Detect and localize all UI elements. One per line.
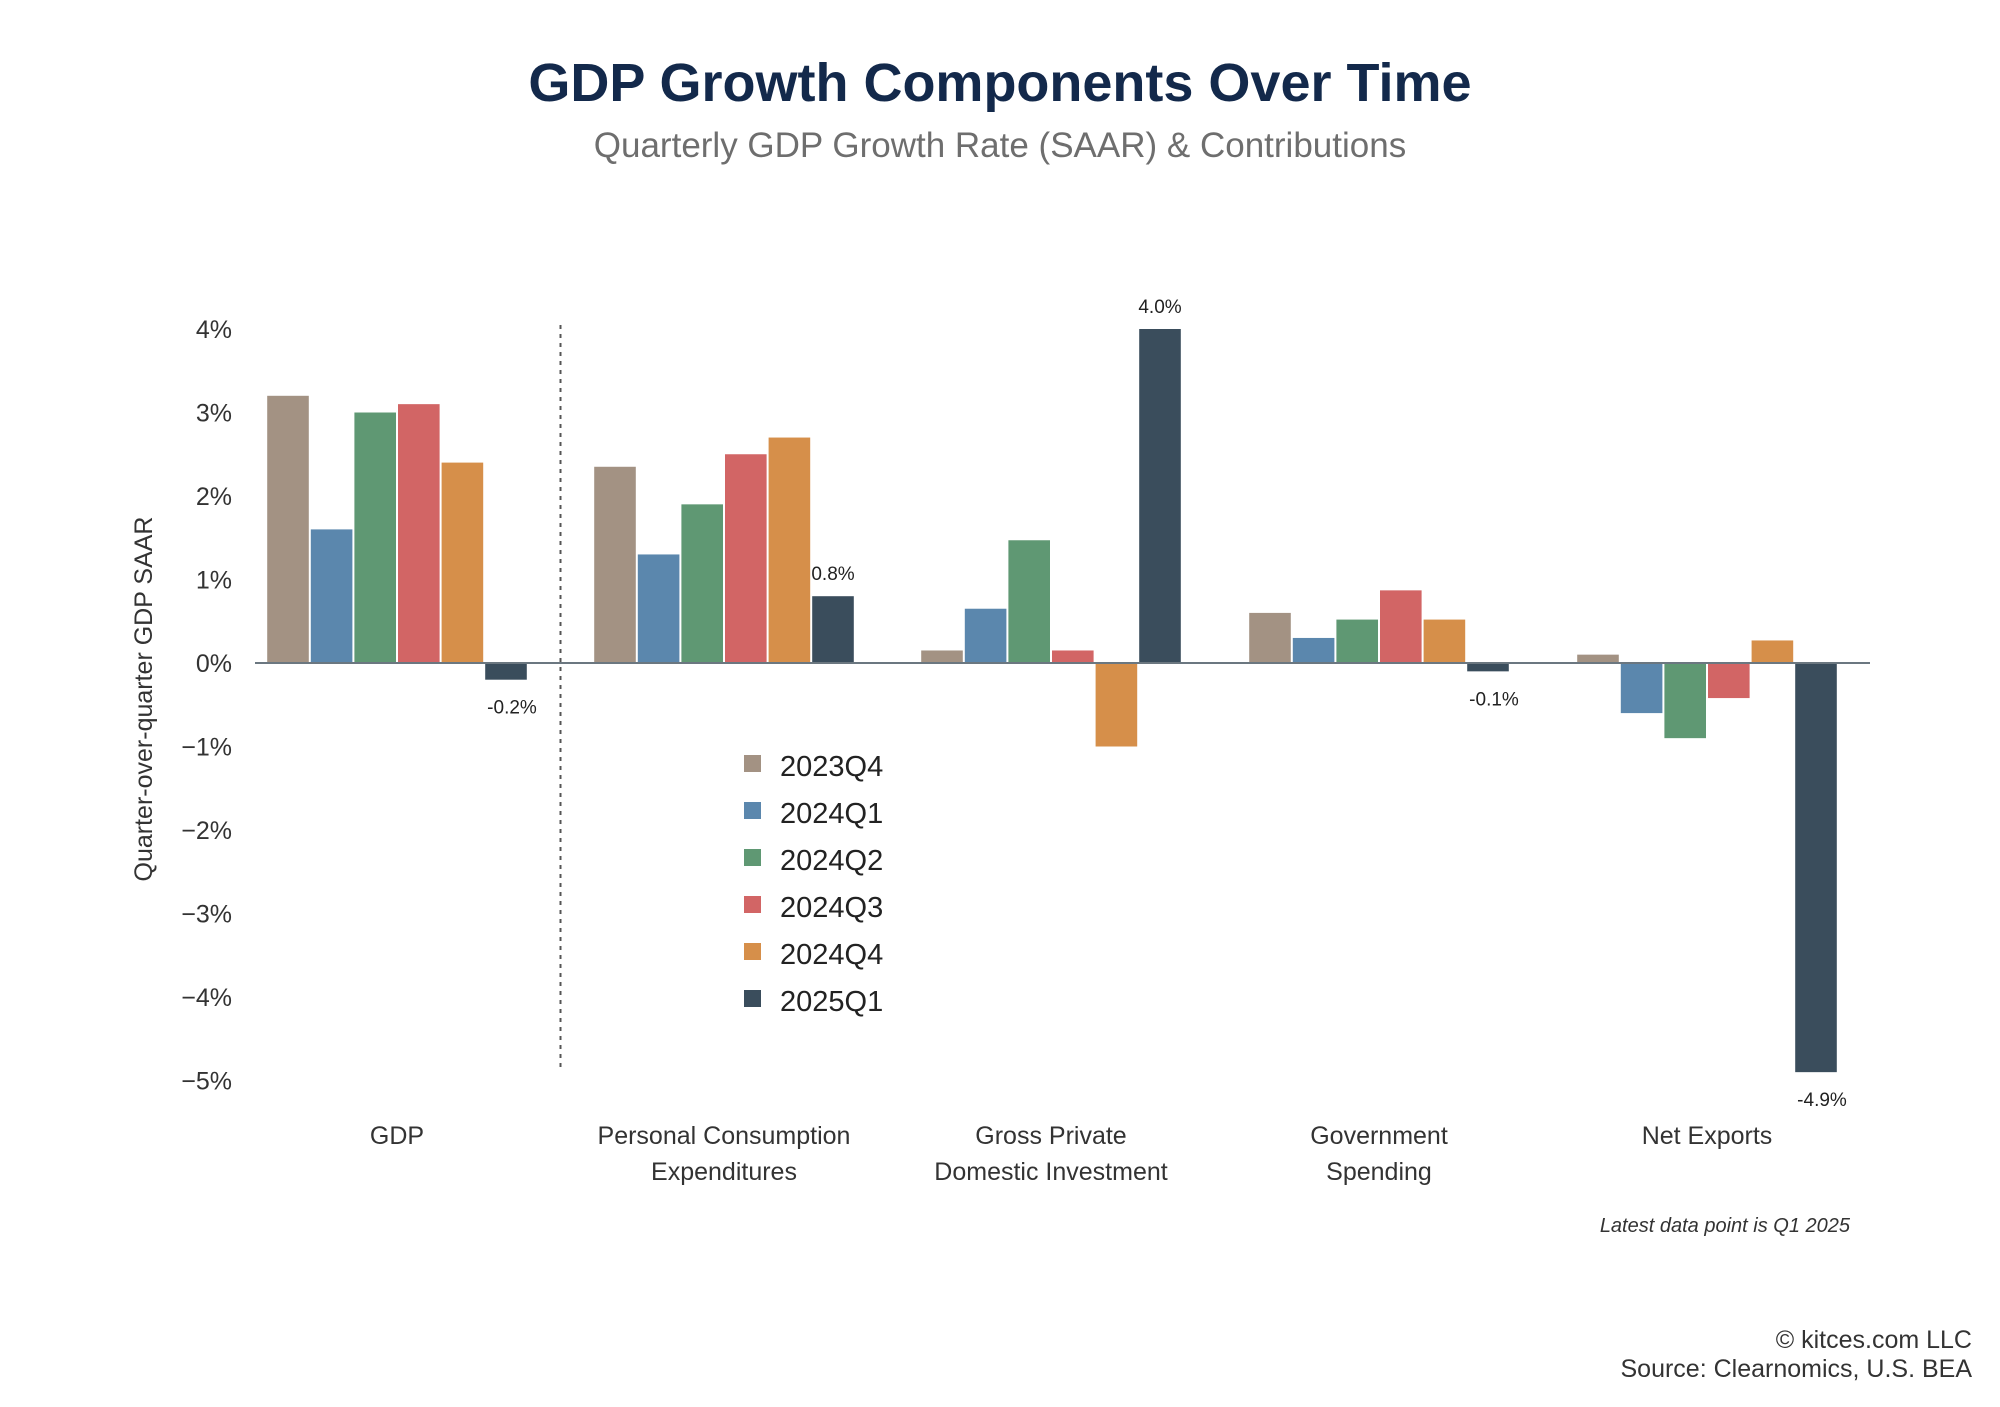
category-label: Gross Private [975,1122,1126,1150]
bar-2024Q1-2 [964,608,1007,663]
y-tick-label: 4% [196,316,232,344]
y-tick-label: −3% [181,901,232,929]
y-tick-label: 1% [196,567,232,595]
y-axis-label: Quarter-over-quarter GDP SAAR [130,517,158,882]
bar-2024Q4-2 [1095,663,1138,747]
y-tick-label: −2% [181,817,232,845]
data-label: -0.2% [487,698,537,719]
bar-2024Q3-2 [1052,650,1094,663]
category-label: Net Exports [1642,1122,1773,1150]
category-label: Personal Consumption [598,1122,851,1150]
legend-label: 2024Q1 [780,798,883,830]
bar-2024Q4-4 [1751,640,1794,663]
chart-subtitle: Quarterly GDP Growth Rate (SAAR) & Contr… [593,126,1407,165]
legend-swatch [744,990,761,1007]
bar-2023Q4-2 [921,650,963,663]
category-label: Domestic Investment [934,1158,1167,1186]
bar-2024Q1-1 [637,554,680,663]
bar-2023Q4-4 [1577,654,1619,663]
bar-2024Q2-0 [354,412,396,663]
bar-2024Q2-2 [1008,540,1050,663]
bar-2025Q1-3 [1467,663,1509,672]
category-label: Government [1310,1122,1448,1150]
legend-label: 2023Q4 [780,751,883,783]
y-tick-label: 3% [196,400,232,428]
legend-swatch [744,755,761,772]
bar-2023Q4-1 [594,466,636,663]
chart-title: GDP Growth Components Over Time [528,53,1472,113]
legend-label: 2025Q1 [780,986,883,1018]
bar-2025Q1-2 [1139,329,1181,663]
legend-label: 2024Q3 [780,892,883,924]
y-tick-label: −5% [181,1068,232,1096]
legend-swatch [744,849,761,866]
source: Source: Clearnomics, U.S. BEA [1620,1355,1972,1383]
data-label: 4.0% [1138,297,1181,318]
bar-2024Q3-3 [1380,590,1422,663]
bar-2024Q1-4 [1620,663,1663,714]
bar-2024Q2-3 [1336,619,1378,663]
data-label: -0.1% [1469,689,1519,710]
bar-2024Q4-0 [441,462,484,663]
footnote: Latest data point is Q1 2025 [1600,1215,1851,1237]
bar-2024Q3-1 [725,454,767,663]
bar-2024Q2-1 [681,504,723,663]
legend-label: 2024Q2 [780,845,883,877]
category-label: GDP [370,1122,424,1150]
legend-swatch [744,943,761,960]
bar-2025Q1-1 [812,596,854,663]
bar-2025Q1-0 [485,663,527,680]
legend-swatch [744,802,761,819]
bar-2023Q4-0 [267,395,309,663]
bar-2024Q3-4 [1708,663,1750,699]
category-label: Expenditures [651,1158,797,1186]
bar-2024Q1-0 [310,529,353,663]
category-label: Spending [1326,1158,1432,1186]
copyright: © kitces.com LLC [1775,1326,1972,1354]
bar-2024Q4-1 [768,437,811,663]
bar-2024Q3-0 [398,404,440,663]
legend-label: 2024Q4 [780,939,883,971]
legend-swatch [744,896,761,913]
y-tick-label: 0% [196,650,232,678]
bar-2023Q4-3 [1249,612,1291,663]
y-tick-label: 2% [196,483,232,511]
data-label: -4.9% [1797,1090,1847,1111]
data-label: 0.8% [811,564,854,585]
bar-2024Q2-4 [1664,663,1706,739]
bar-2025Q1-4 [1795,663,1837,1073]
bar-2024Q1-3 [1292,637,1335,663]
y-tick-label: −1% [181,734,232,762]
bar-2024Q4-3 [1423,619,1466,663]
y-tick-label: −4% [181,984,232,1012]
